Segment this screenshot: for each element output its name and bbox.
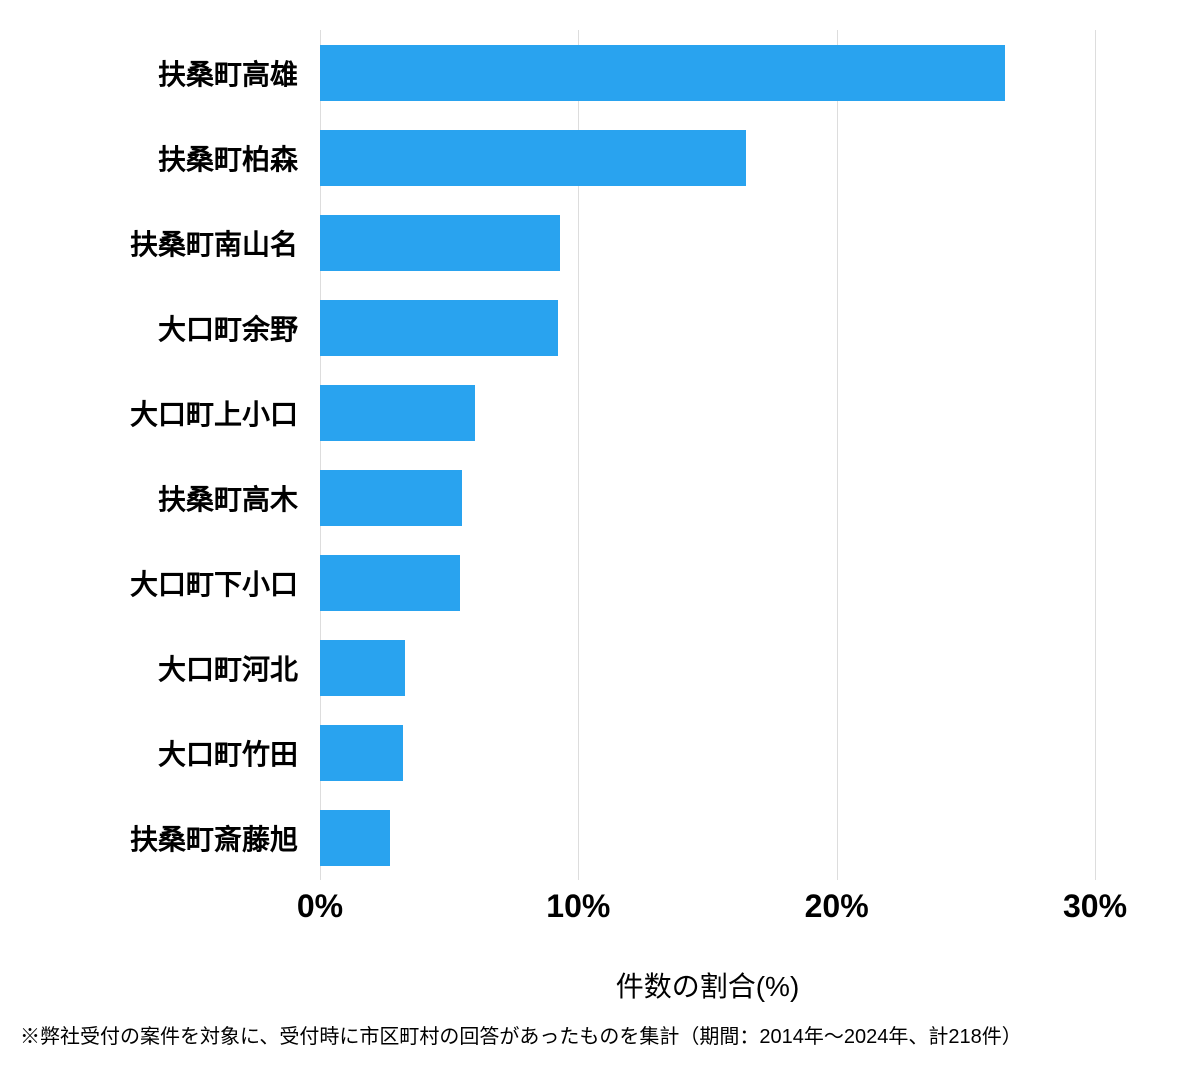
bar-row (320, 540, 1095, 625)
chart-container: 扶桑町高雄扶桑町柏森扶桑町南山名大口町余野大口町上小口扶桑町高木大口町下小口大口… (20, 20, 1180, 940)
y-axis-label: 大口町上小口 (18, 370, 298, 455)
x-tick-label: 20% (805, 888, 869, 925)
bar (320, 470, 462, 526)
bar (320, 215, 560, 271)
y-axis-label: 大口町余野 (18, 285, 298, 370)
bar-row (320, 200, 1095, 285)
bar (320, 640, 405, 696)
y-axis-label: 扶桑町高雄 (18, 30, 298, 115)
gridline (1095, 30, 1096, 880)
y-axis-label: 大口町竹田 (18, 710, 298, 795)
x-axis-title: 件数の割合(%) (320, 965, 1095, 1005)
bar-row (320, 370, 1095, 455)
bars-group (320, 30, 1095, 880)
y-axis-labels: 扶桑町高雄扶桑町柏森扶桑町南山名大口町余野大口町上小口扶桑町高木大口町下小口大口… (20, 30, 310, 880)
x-axis: 0%10%20%30% (320, 888, 1095, 928)
bar (320, 725, 403, 781)
plot-area (320, 30, 1095, 880)
y-axis-label: 扶桑町高木 (18, 455, 298, 540)
bar (320, 45, 1005, 101)
bar (320, 300, 558, 356)
bar (320, 385, 475, 441)
y-axis-label: 大口町河北 (18, 625, 298, 710)
y-axis-label: 扶桑町柏森 (18, 115, 298, 200)
y-axis-label: 扶桑町斎藤旭 (18, 795, 298, 880)
bar-row (320, 30, 1095, 115)
bar-row (320, 795, 1095, 880)
y-axis-label: 大口町下小口 (18, 540, 298, 625)
bar-row (320, 285, 1095, 370)
bar (320, 810, 390, 866)
chart-footnote: ※弊社受付の案件を対象に、受付時に市区町村の回答があったものを集計（期間：201… (20, 1020, 1022, 1049)
x-tick-label: 10% (546, 888, 610, 925)
bar (320, 555, 460, 611)
bar-row (320, 455, 1095, 540)
bar-row (320, 115, 1095, 200)
bar (320, 130, 746, 186)
bar-row (320, 625, 1095, 710)
x-tick-label: 0% (297, 888, 343, 925)
y-axis-label: 扶桑町南山名 (18, 200, 298, 285)
bar-row (320, 710, 1095, 795)
x-tick-label: 30% (1063, 888, 1127, 925)
